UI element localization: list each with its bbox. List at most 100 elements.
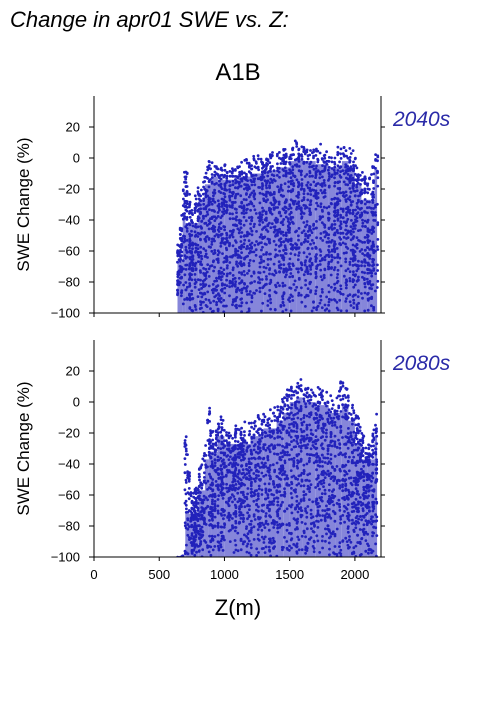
data-point bbox=[321, 389, 324, 393]
data-point bbox=[178, 558, 181, 561]
data-point bbox=[298, 153, 301, 157]
data-point bbox=[180, 242, 184, 246]
data-point bbox=[227, 441, 231, 445]
data-point bbox=[323, 153, 327, 157]
data-point bbox=[336, 153, 340, 157]
data-point bbox=[268, 161, 272, 165]
dense-point-cluster bbox=[374, 167, 378, 313]
data-point bbox=[287, 388, 291, 392]
data-point bbox=[339, 410, 343, 413]
data-point bbox=[229, 434, 233, 438]
data-point bbox=[219, 166, 223, 170]
data-point bbox=[330, 407, 334, 410]
data-point bbox=[178, 558, 181, 561]
data-point bbox=[330, 160, 334, 164]
data-point bbox=[247, 161, 251, 165]
data-point bbox=[296, 381, 300, 385]
data-point bbox=[208, 420, 212, 423]
data-point bbox=[316, 160, 320, 164]
data-point bbox=[372, 193, 375, 197]
data-point bbox=[180, 237, 184, 240]
data-point bbox=[177, 560, 180, 563]
data-point bbox=[184, 181, 188, 184]
data-point bbox=[184, 481, 188, 484]
data-point bbox=[183, 457, 187, 460]
data-point bbox=[271, 151, 274, 154]
data-point bbox=[176, 560, 179, 563]
data-point bbox=[234, 435, 237, 439]
data-point bbox=[194, 203, 198, 207]
data-point bbox=[177, 560, 180, 563]
data-point bbox=[178, 557, 181, 560]
data-point bbox=[348, 160, 352, 164]
data-point bbox=[187, 477, 191, 481]
data-point bbox=[321, 398, 324, 401]
y-tick-label: −100 bbox=[51, 306, 80, 321]
data-point bbox=[250, 167, 254, 171]
data-point bbox=[326, 401, 330, 404]
data-point bbox=[316, 157, 320, 161]
data-point bbox=[349, 152, 353, 155]
data-point bbox=[188, 200, 192, 204]
data-point bbox=[361, 171, 364, 174]
data-point bbox=[278, 412, 282, 416]
data-point bbox=[228, 170, 232, 173]
data-point bbox=[348, 158, 352, 162]
data-point bbox=[339, 152, 342, 156]
data-point bbox=[196, 190, 200, 194]
data-point bbox=[187, 479, 191, 483]
data-point bbox=[338, 160, 341, 164]
data-point bbox=[290, 397, 293, 400]
data-point bbox=[191, 213, 195, 217]
data-point bbox=[323, 156, 327, 160]
data-point bbox=[283, 148, 287, 151]
data-point bbox=[183, 501, 187, 505]
data-point bbox=[299, 384, 303, 387]
data-point bbox=[179, 557, 182, 560]
data-point bbox=[211, 438, 215, 442]
data-point bbox=[368, 187, 371, 191]
data-point bbox=[276, 408, 280, 412]
data-point bbox=[220, 426, 224, 430]
data-point bbox=[176, 559, 179, 562]
data-point bbox=[316, 149, 320, 153]
data-point bbox=[184, 499, 188, 503]
data-point bbox=[278, 151, 281, 154]
data-point bbox=[216, 433, 220, 437]
data-point bbox=[176, 560, 179, 563]
data-point bbox=[178, 559, 181, 562]
data-point bbox=[193, 194, 197, 198]
data-point bbox=[180, 227, 183, 230]
data-point bbox=[271, 165, 274, 168]
data-point bbox=[306, 157, 310, 161]
data-point bbox=[211, 445, 215, 448]
data-point bbox=[257, 168, 260, 172]
data-point bbox=[266, 163, 269, 166]
data-point bbox=[374, 153, 377, 157]
data-point bbox=[184, 177, 188, 181]
y-tick-label: −40 bbox=[58, 213, 80, 228]
data-point bbox=[177, 558, 180, 561]
data-point bbox=[200, 483, 204, 487]
data-point bbox=[211, 430, 215, 433]
data-point bbox=[345, 388, 349, 391]
data-point bbox=[183, 212, 187, 215]
data-point bbox=[318, 387, 322, 391]
data-point bbox=[186, 453, 189, 456]
data-point bbox=[176, 559, 179, 562]
data-point bbox=[248, 432, 252, 436]
data-point bbox=[177, 557, 180, 560]
data-point bbox=[256, 165, 260, 169]
data-point bbox=[376, 159, 379, 163]
data-point bbox=[176, 560, 179, 563]
dense-point-cluster bbox=[276, 167, 290, 313]
data-point bbox=[304, 388, 307, 391]
data-point bbox=[220, 173, 224, 177]
data-point bbox=[289, 157, 293, 161]
dense-point-cluster bbox=[289, 161, 297, 313]
data-point bbox=[372, 187, 376, 190]
data-point bbox=[219, 430, 223, 434]
data-point bbox=[180, 246, 183, 249]
data-point bbox=[325, 390, 329, 394]
data-point bbox=[213, 170, 217, 174]
